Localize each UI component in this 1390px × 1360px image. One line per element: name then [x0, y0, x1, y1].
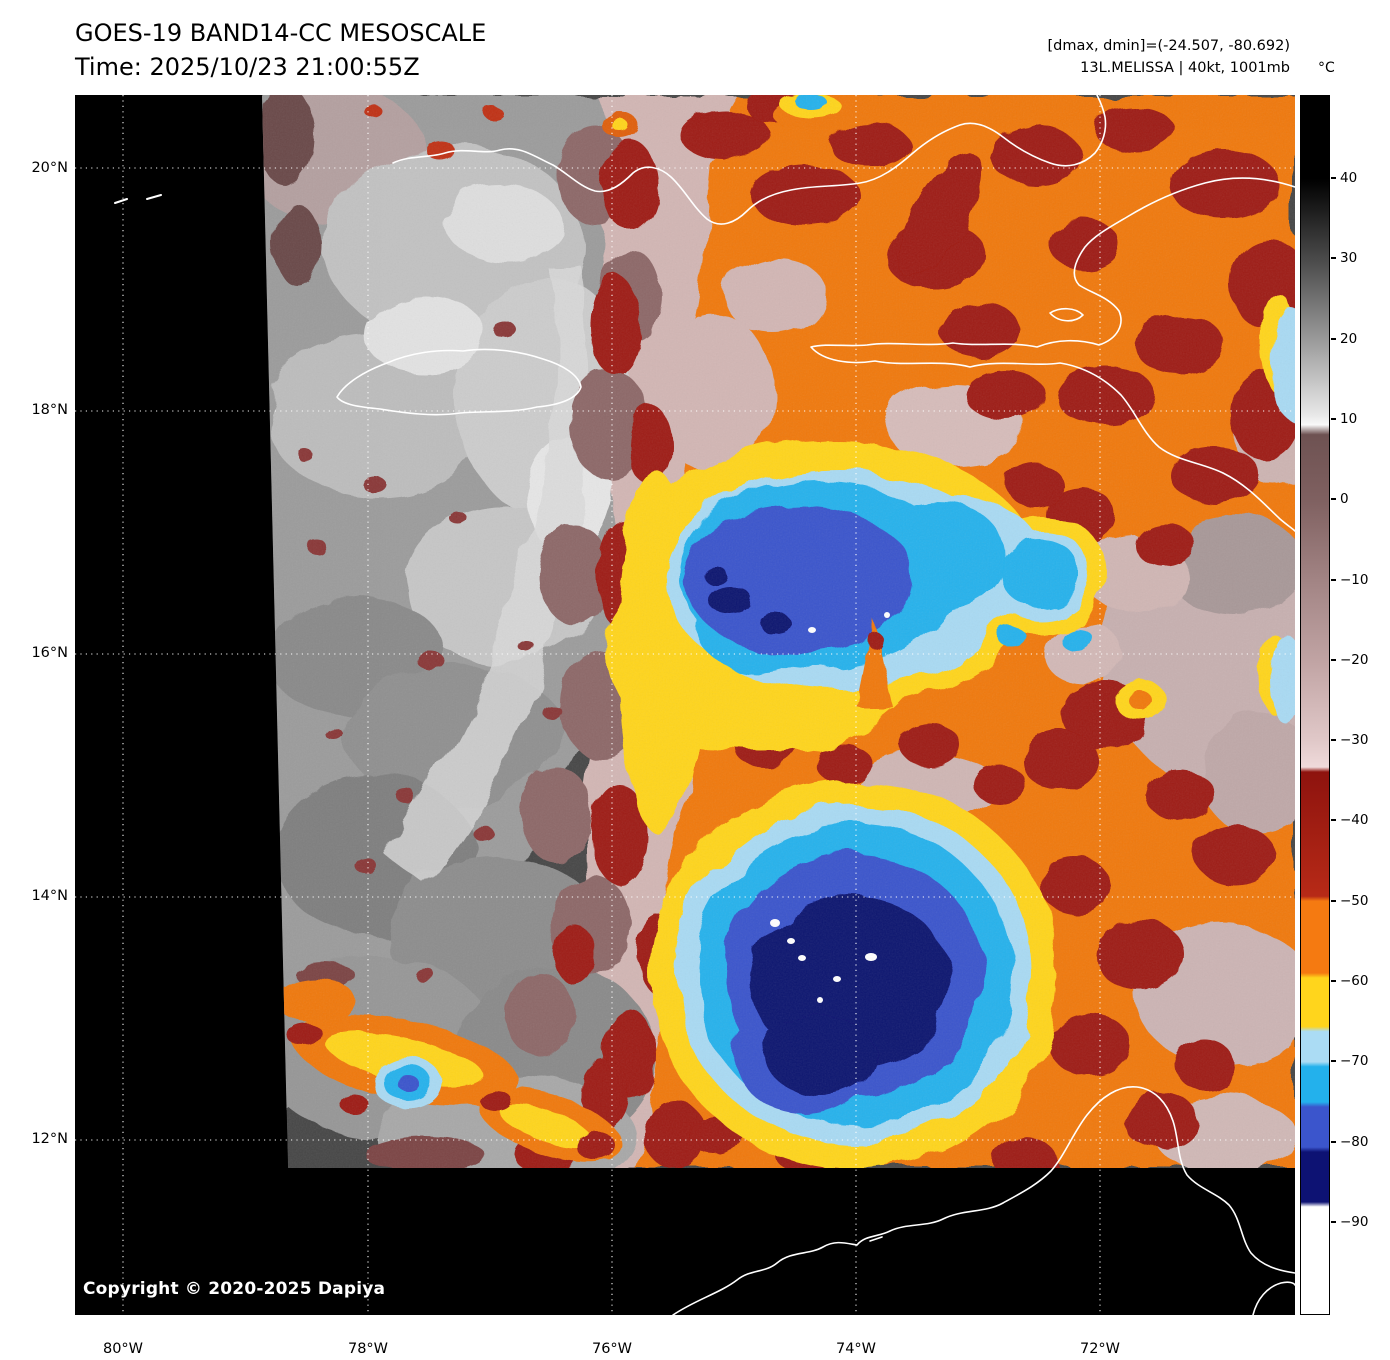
satellite-plot-area: Copyright © 2020-2025 Dapiya [75, 95, 1295, 1315]
colorbar-tick: −30 [1331, 732, 1369, 748]
colorbar-tick: 40 [1330, 170, 1358, 186]
lat-label: 20°N [31, 160, 68, 176]
lon-label: 74°W [835, 1341, 877, 1357]
coastline-overlay [114, 95, 1295, 1315]
lat-label: 12°N [31, 1131, 68, 1147]
colorbar-tick: 0 [1331, 491, 1349, 507]
colorbar-unit-label: °C [1318, 60, 1335, 76]
storm-status-readout: 13L.MELISSA | 40kt, 1001mb [1080, 59, 1290, 76]
lat-label: 14°N [31, 888, 68, 904]
latitude-axis: 20°N 18°N 16°N 14°N 12°N [0, 95, 68, 1315]
colorbar-tick: −80 [1331, 1134, 1369, 1150]
header-readouts: [dmax, dmin]=(-24.507, -80.692) 13L.MELI… [1048, 36, 1291, 80]
dmax-dmin-readout: [dmax, dmin]=(-24.507, -80.692) [1047, 38, 1291, 54]
colorbar-tick-labels: 40 30 20 10 0 −10 −20 −30 −40 −50 −60 −7… [1330, 95, 1388, 1315]
plot-title: GOES-19 BAND14-CC MESOSCALE [75, 19, 487, 47]
cloud-field [262, 95, 1295, 1168]
lon-label: 76°W [591, 1341, 633, 1357]
lat-label: 18°N [31, 402, 68, 418]
lon-label: 80°W [102, 1341, 144, 1357]
colorbar-tick: −90 [1331, 1214, 1369, 1230]
longitude-axis: 80°W 78°W 76°W 74°W 72°W [0, 1340, 1390, 1360]
colorbar-tick: −70 [1331, 1053, 1369, 1069]
colorbar-tick: −60 [1331, 973, 1369, 989]
colorbar-tick: −20 [1331, 652, 1369, 668]
colorbar-tick: −50 [1331, 893, 1369, 909]
plot-timestamp: Time: 2025/10/23 21:00:55Z [75, 53, 420, 82]
title-block: GOES-19 BAND14-CC MESOSCALE Time: 2025/1… [75, 16, 486, 84]
lon-label: 72°W [1079, 1341, 1121, 1357]
copyright-text: Copyright © 2020-2025 Dapiya [83, 1279, 386, 1299]
colorbar-tick: 20 [1330, 331, 1358, 347]
lat-label: 16°N [31, 645, 68, 661]
colorbar [1300, 95, 1330, 1315]
colorbar-tick: 30 [1330, 250, 1358, 266]
satellite-image [75, 95, 1295, 1315]
colorbar-tick: 10 [1330, 411, 1358, 427]
colorbar-tick: −40 [1331, 812, 1369, 828]
lon-label: 78°W [347, 1341, 389, 1357]
colorbar-tick: −10 [1331, 572, 1369, 588]
